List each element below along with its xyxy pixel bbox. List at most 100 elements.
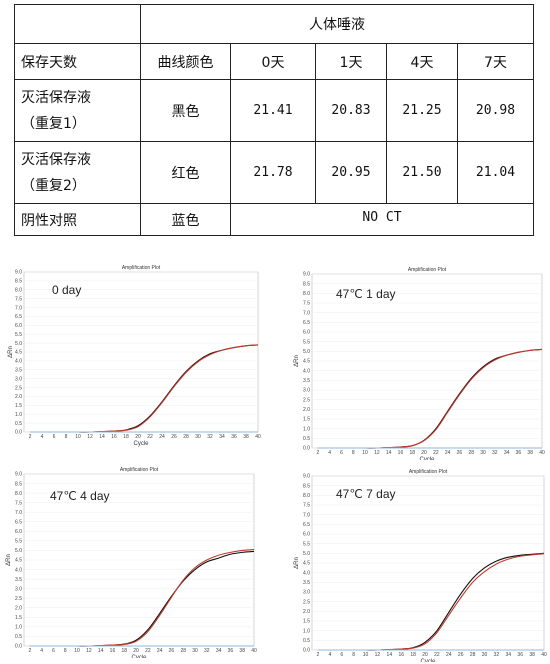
x-tick-label: 24 (157, 648, 163, 654)
x-tick-label: 8 (65, 434, 68, 440)
x-tick-label: 16 (110, 648, 116, 654)
x-tick-label: 8 (352, 450, 355, 456)
row2-day0: 21.78 (230, 141, 316, 204)
amplification-plot-0day: Amplification Plot 0.0 0.5 1.0 1.5 2.0 2.5 3.0 3… (6, 262, 262, 448)
row1-day0: 21.41 (230, 79, 316, 142)
x-tick-label: 24 (445, 450, 451, 456)
x-tick-label: 40 (541, 652, 547, 658)
header-day4: 4天 (386, 43, 458, 80)
negative-name: 阴性对照 (21, 212, 77, 229)
row1-day4: 21.25 (386, 79, 458, 142)
row2-day1: 20.95 (315, 141, 387, 204)
condition-label: 0 day (52, 283, 81, 297)
y-tick-label: 3.0 (303, 388, 310, 394)
x-tick-label: 34 (506, 652, 512, 658)
y-tick-label: 5.5 (15, 332, 22, 338)
plot-4day-svg: Amplification Plot 0.0 0.5 1.0 1.5 2.0 2.5 3.0 3… (6, 467, 257, 658)
negative-color-cell: 蓝色 (140, 203, 231, 236)
header-day0-label: 0天 (261, 54, 285, 71)
row1-day7-value: 20.98 (475, 103, 516, 118)
header-day1: 1天 (315, 43, 387, 80)
row2-day1-value: 20.95 (331, 165, 371, 180)
y-axis-label: ΔRn (6, 554, 12, 566)
y-tick-label: 7.0 (15, 305, 22, 311)
x-tick-label: 18 (409, 450, 415, 456)
x-tick-label: 4 (40, 648, 43, 654)
x-tick-label: 10 (75, 434, 81, 440)
x-tick-label: 38 (243, 434, 249, 440)
header-color-label: 曲线颜色 (157, 54, 214, 71)
x-tick-label: 26 (458, 652, 464, 658)
condition-label: 47℃ 1 day (336, 287, 396, 301)
y-tick-label: 5.5 (303, 339, 310, 345)
x-tick-label: 20 (133, 648, 139, 654)
row2-day4: 21.50 (386, 141, 458, 204)
y-tick-label: 1.0 (15, 625, 22, 631)
y-tick-label: 1.5 (303, 417, 310, 423)
row2-day7-value: 21.04 (475, 165, 516, 180)
x-tick-label: 18 (121, 648, 127, 654)
y-tick-label: 3.5 (15, 577, 22, 583)
x-tick-label: 30 (195, 434, 201, 440)
y-tick-label: 2.0 (303, 609, 310, 615)
x-tick-label: 20 (422, 652, 428, 658)
row1-repeat: （重复1） (21, 115, 86, 132)
row2-day4-value: 21.50 (402, 165, 442, 180)
y-tick-label: 3.5 (303, 580, 310, 586)
x-tick-label: 26 (457, 450, 463, 456)
x-tick-label: 14 (99, 434, 105, 440)
row1-day7: 20.98 (457, 79, 534, 142)
y-tick-label: 7.0 (303, 512, 310, 518)
y-tick-label: 0.0 (15, 430, 22, 436)
x-tick-label: 6 (340, 652, 343, 658)
row2-color: 红色 (171, 165, 200, 182)
row1-name: 灭活保存液 (21, 89, 91, 106)
x-tick-label: 10 (363, 652, 369, 658)
x-tick-label: 36 (516, 450, 522, 456)
y-tick-label: 6.0 (303, 532, 310, 538)
y-tick-label: 0.5 (15, 421, 22, 427)
y-tick-label: 1.0 (303, 628, 310, 634)
y-axis-label: ΔRn (294, 557, 300, 569)
row1-day0-value: 21.41 (253, 103, 293, 118)
negative-color: 蓝色 (171, 212, 200, 229)
x-axis-label: Cycle (420, 659, 436, 662)
row1-color: 黑色 (171, 103, 200, 120)
x-axis-label: Cycle (133, 441, 149, 447)
x-tick-label: 32 (207, 434, 213, 440)
y-axis-label: ΔRn (8, 346, 14, 358)
y-tick-label: 2.5 (303, 397, 310, 403)
header-day7-label: 7天 (484, 54, 507, 71)
x-tick-label: 16 (111, 434, 117, 440)
x-tick-label: 32 (492, 450, 498, 456)
y-tick-label: 0.0 (303, 648, 310, 654)
x-tick-label: 10 (74, 648, 80, 654)
y-tick-label: 9.0 (15, 270, 22, 276)
x-tick-label: 30 (480, 450, 486, 456)
x-axis-label: Cycle (419, 457, 435, 460)
y-tick-label: 4.5 (303, 561, 310, 567)
amplification-plot-7day: Amplification Plot 0.0 0.5 1.0 1.5 2.0 2.5 3.0 3… (292, 464, 548, 662)
y-tick-label: 1.5 (15, 403, 22, 409)
x-tick-label: 6 (53, 434, 56, 440)
amplification-plot-1day: Amplification Plot 0.0 0.5 1.0 1.5 2.0 2.5 3.0 3… (292, 264, 546, 460)
x-tick-label: 2 (317, 652, 320, 658)
x-tick-label: 40 (251, 648, 257, 654)
x-tick-label: 8 (64, 648, 67, 654)
x-tick-label: 38 (527, 450, 533, 456)
x-axis-label: Cycle (131, 655, 147, 658)
y-tick-label: 7.0 (15, 510, 22, 516)
y-tick-label: 2.5 (303, 599, 310, 605)
x-tick-label: 38 (529, 652, 535, 658)
x-tick-label: 22 (145, 648, 151, 654)
x-tick-label: 20 (135, 434, 141, 440)
y-tick-label: 2.0 (15, 394, 22, 400)
plot-1day-svg: Amplification Plot 0.0 0.5 1.0 1.5 2.0 2.5 3.0 3… (294, 267, 545, 460)
x-tick-label: 12 (87, 434, 93, 440)
x-tick-label: 12 (375, 652, 381, 658)
x-tick-label: 38 (239, 648, 245, 654)
header-days: 保存天数 (14, 43, 141, 80)
y-tick-label: 3.5 (15, 367, 22, 373)
y-tick-label: 8.5 (303, 281, 310, 287)
x-tick-label: 22 (147, 434, 153, 440)
